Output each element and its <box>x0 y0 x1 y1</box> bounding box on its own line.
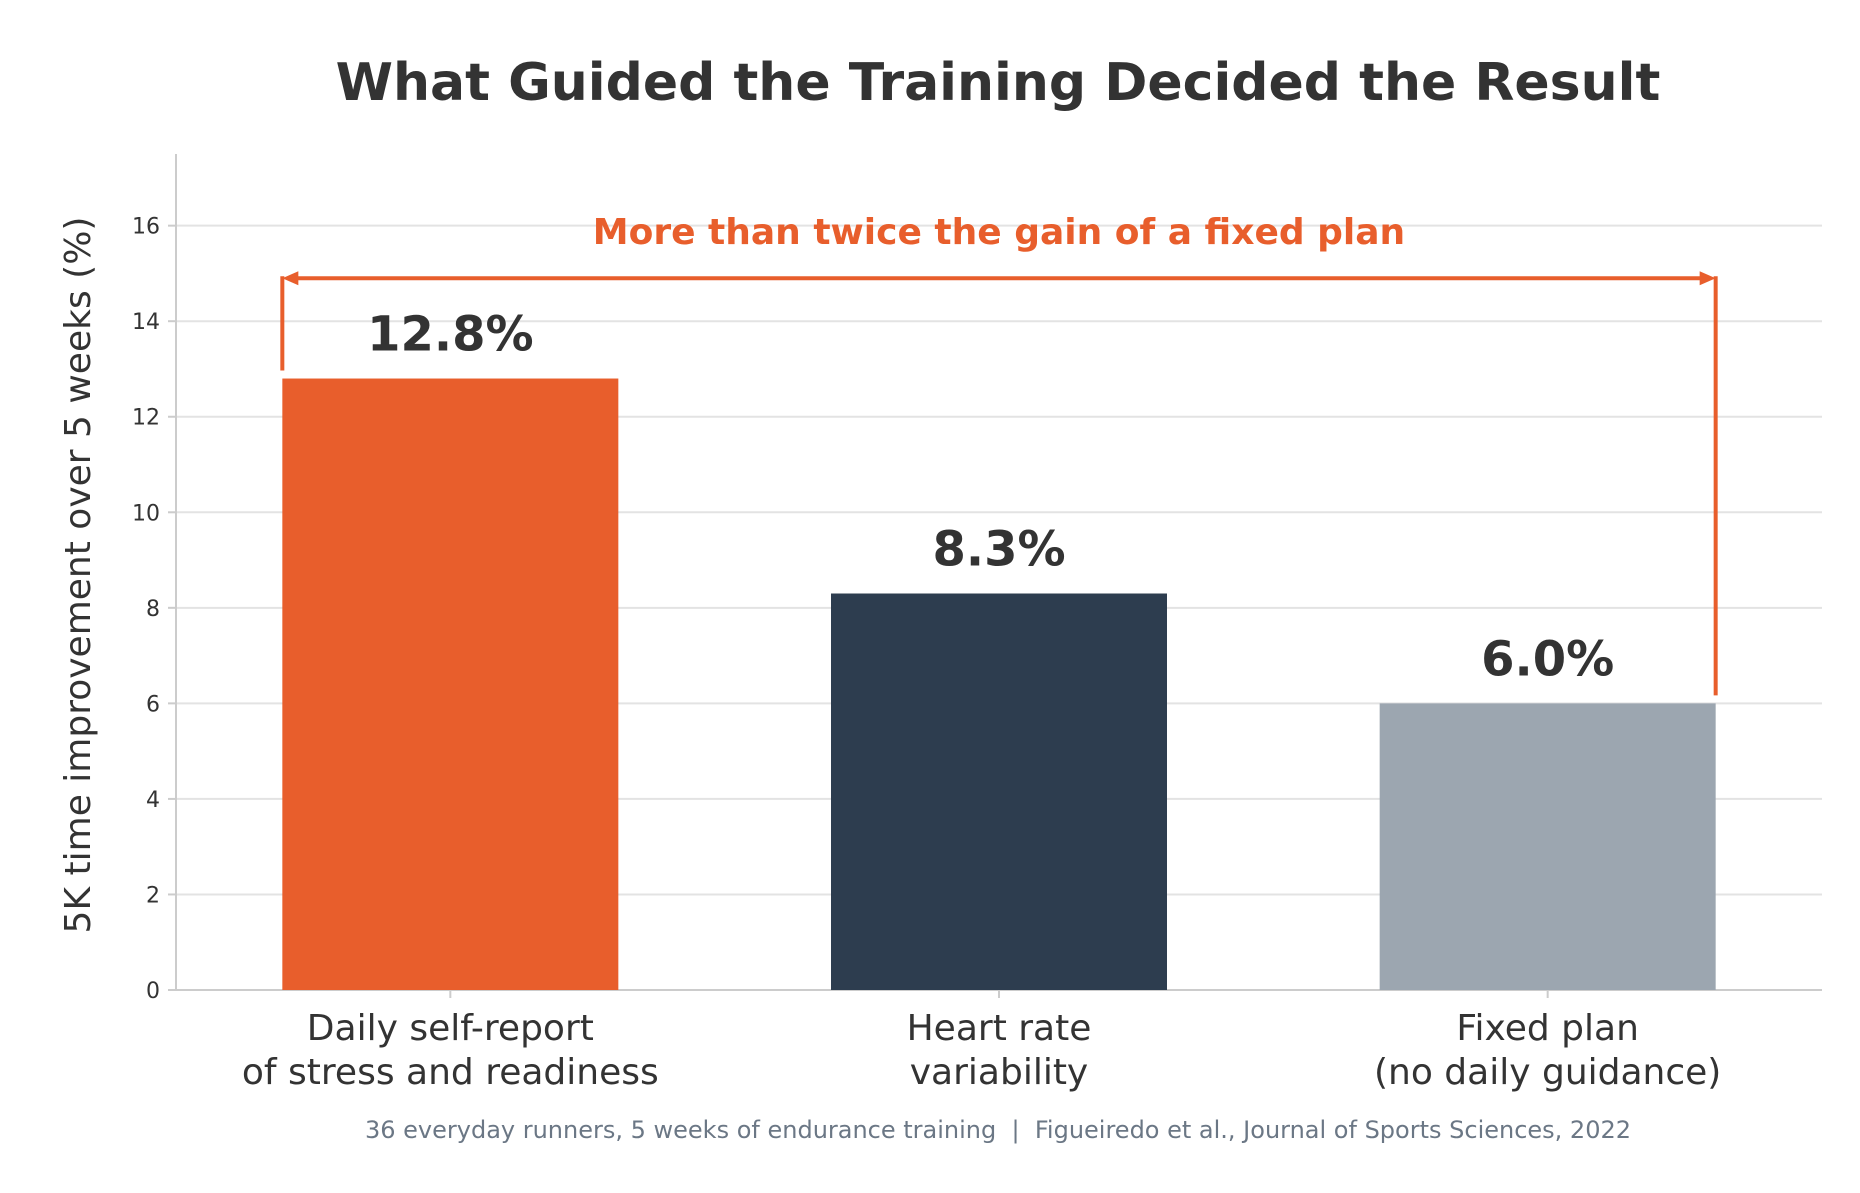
y-tick-label: 6 <box>146 692 160 717</box>
bars: 12.8% 8.3% 6.0% <box>282 307 1716 990</box>
footnote: 36 everyday runners, 5 weeks of enduranc… <box>365 1116 1631 1144</box>
arrowhead-left <box>282 271 299 286</box>
y-tick-label: 12 <box>132 406 160 431</box>
bar <box>831 593 1167 990</box>
y-tick-label: 8 <box>146 597 160 622</box>
y-tick-label: 2 <box>146 883 160 908</box>
chart-title: What Guided the Training Decided the Res… <box>336 53 1661 113</box>
x-tick-label: of stress and readiness <box>242 1052 659 1093</box>
x-tick-label: Heart rate <box>907 1008 1092 1049</box>
annotation-label: More than twice the gain of a fixed plan <box>593 212 1405 253</box>
y-tick-label: 0 <box>146 979 160 1004</box>
arrowhead-right <box>1699 271 1716 286</box>
y-tick-label: 4 <box>146 788 160 813</box>
y-axis-label: 5K time improvement over 5 weeks (%) <box>58 217 99 934</box>
annotation: More than twice the gain of a fixed plan <box>280 212 1718 696</box>
data-label: 12.8% <box>367 307 534 363</box>
x-tick-label: variability <box>910 1052 1089 1093</box>
x-tick-label: (no daily guidance) <box>1374 1052 1721 1093</box>
bar <box>1379 703 1716 990</box>
bar <box>282 378 619 990</box>
data-label: 8.3% <box>932 521 1065 577</box>
y-tick-label: 16 <box>132 215 160 240</box>
data-label: 6.0% <box>1481 631 1614 687</box>
x-tick-label: Daily self-report <box>307 1008 594 1049</box>
x-tick-label: Fixed plan <box>1456 1008 1638 1049</box>
y-tick-label: 10 <box>132 501 160 526</box>
y-tick-label: 14 <box>132 310 160 335</box>
